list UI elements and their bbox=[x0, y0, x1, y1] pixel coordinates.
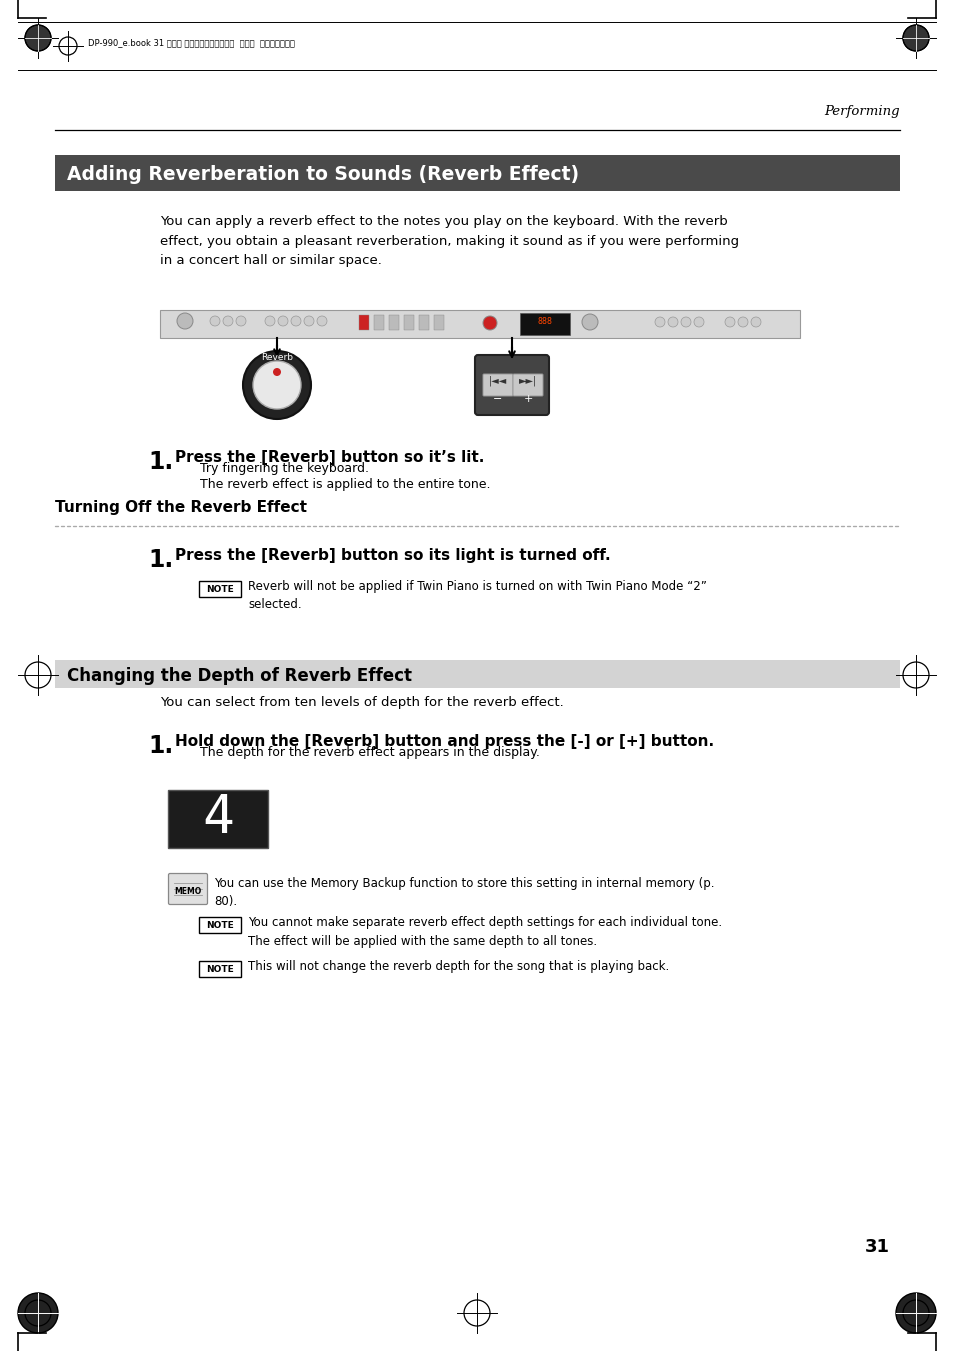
Circle shape bbox=[243, 351, 311, 419]
Text: Press the [Reverb] button so it’s lit.: Press the [Reverb] button so it’s lit. bbox=[174, 450, 484, 465]
Text: Performing: Performing bbox=[823, 105, 899, 118]
Circle shape bbox=[210, 316, 220, 326]
Circle shape bbox=[680, 317, 690, 327]
Circle shape bbox=[235, 316, 246, 326]
Text: 1.: 1. bbox=[148, 450, 173, 474]
Text: −: − bbox=[493, 394, 502, 404]
FancyBboxPatch shape bbox=[513, 374, 542, 396]
FancyBboxPatch shape bbox=[199, 581, 241, 597]
Circle shape bbox=[581, 313, 598, 330]
Circle shape bbox=[738, 317, 747, 327]
Text: You can use the Memory Backup function to store this setting in internal memory : You can use the Memory Backup function t… bbox=[213, 877, 714, 908]
Circle shape bbox=[223, 316, 233, 326]
FancyBboxPatch shape bbox=[169, 874, 208, 905]
Text: 4: 4 bbox=[202, 792, 233, 844]
FancyBboxPatch shape bbox=[199, 961, 241, 977]
Text: NOTE: NOTE bbox=[206, 585, 233, 593]
Text: Reverb will not be applied if Twin Piano is turned on with Twin Piano Mode “2”
s: Reverb will not be applied if Twin Piano… bbox=[248, 580, 706, 612]
Bar bbox=[168, 790, 268, 848]
Circle shape bbox=[291, 316, 301, 326]
Circle shape bbox=[253, 361, 301, 409]
Circle shape bbox=[18, 1293, 58, 1333]
Text: 1.: 1. bbox=[148, 734, 173, 758]
Circle shape bbox=[655, 317, 664, 327]
Circle shape bbox=[724, 317, 734, 327]
Circle shape bbox=[273, 367, 281, 376]
Text: Try fingering the keyboard.: Try fingering the keyboard. bbox=[200, 462, 369, 476]
Circle shape bbox=[750, 317, 760, 327]
Text: You can select from ten levels of depth for the reverb effect.: You can select from ten levels of depth … bbox=[160, 696, 563, 709]
Text: Adding Reverberation to Sounds (Reverb Effect): Adding Reverberation to Sounds (Reverb E… bbox=[67, 166, 578, 185]
Circle shape bbox=[482, 316, 497, 330]
FancyBboxPatch shape bbox=[482, 374, 513, 396]
Text: Reverb: Reverb bbox=[261, 354, 293, 362]
Circle shape bbox=[304, 316, 314, 326]
Circle shape bbox=[902, 26, 928, 51]
Text: 888: 888 bbox=[537, 317, 552, 326]
Circle shape bbox=[25, 26, 51, 51]
Bar bbox=[519, 313, 569, 335]
Text: MEMO: MEMO bbox=[174, 886, 201, 896]
Bar bbox=[358, 315, 369, 330]
Text: +: + bbox=[523, 394, 532, 404]
Text: This will not change the reverb depth for the song that is playing back.: This will not change the reverb depth fo… bbox=[248, 961, 669, 973]
Bar bbox=[55, 661, 899, 688]
Bar bbox=[160, 309, 800, 338]
Text: ►►|: ►►| bbox=[518, 376, 537, 385]
Circle shape bbox=[667, 317, 678, 327]
Text: The depth for the reverb effect appears in the display.: The depth for the reverb effect appears … bbox=[200, 746, 539, 759]
Text: DP-990_e.book 31 ページ ２００９年２月１７日  火曜日  午前８時３０分: DP-990_e.book 31 ページ ２００９年２月１７日 火曜日 午前８時… bbox=[88, 38, 294, 47]
Circle shape bbox=[693, 317, 703, 327]
FancyBboxPatch shape bbox=[199, 917, 241, 934]
Text: |◄◄: |◄◄ bbox=[488, 376, 507, 385]
Bar bbox=[418, 315, 429, 330]
Text: You can apply a reverb effect to the notes you play on the keyboard. With the re: You can apply a reverb effect to the not… bbox=[160, 215, 739, 267]
Bar bbox=[389, 315, 398, 330]
Bar bbox=[374, 315, 384, 330]
Text: The reverb effect is applied to the entire tone.: The reverb effect is applied to the enti… bbox=[200, 478, 490, 490]
Bar bbox=[403, 315, 414, 330]
Text: You cannot make separate reverb effect depth settings for each individual tone.
: You cannot make separate reverb effect d… bbox=[248, 916, 721, 947]
Circle shape bbox=[265, 316, 274, 326]
Text: Hold down the [Reverb] button and press the [-] or [+] button.: Hold down the [Reverb] button and press … bbox=[174, 734, 714, 748]
Circle shape bbox=[316, 316, 327, 326]
Bar bbox=[55, 155, 899, 190]
Circle shape bbox=[277, 316, 288, 326]
Circle shape bbox=[177, 313, 193, 330]
Bar bbox=[434, 315, 443, 330]
Text: Changing the Depth of Reverb Effect: Changing the Depth of Reverb Effect bbox=[67, 667, 412, 685]
Text: 31: 31 bbox=[863, 1238, 888, 1256]
Text: NOTE: NOTE bbox=[206, 965, 233, 974]
Circle shape bbox=[895, 1293, 935, 1333]
Text: Turning Off the Reverb Effect: Turning Off the Reverb Effect bbox=[55, 500, 307, 515]
Text: 1.: 1. bbox=[148, 549, 173, 571]
FancyBboxPatch shape bbox=[475, 355, 548, 415]
Text: NOTE: NOTE bbox=[206, 920, 233, 929]
Text: Press the [Reverb] button so its light is turned off.: Press the [Reverb] button so its light i… bbox=[174, 549, 610, 563]
